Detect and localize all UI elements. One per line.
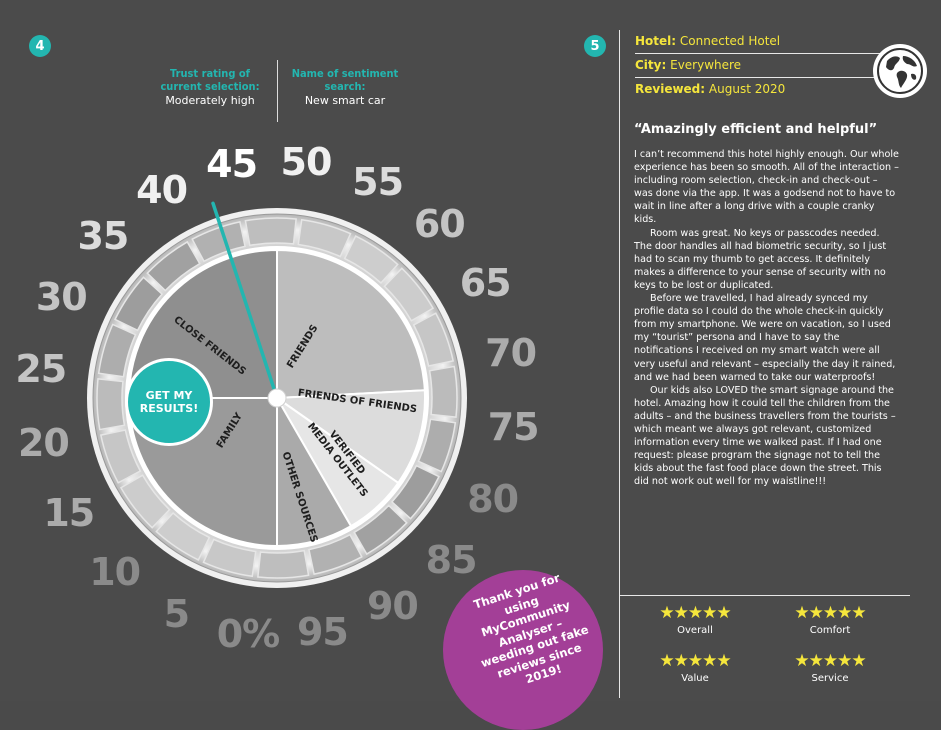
dial-segment (97, 323, 137, 378)
get-my-results-label: GET MY RESULTS! (139, 389, 199, 415)
review-headline: “Amazingly efficient and helpful” (634, 122, 878, 137)
dial-scale-label: 90 (366, 584, 419, 629)
dial-segment (99, 429, 142, 484)
dial-needle[interactable] (211, 201, 279, 400)
dial-segment (114, 276, 164, 332)
dial-segment (353, 504, 408, 556)
reviewed-label: Reviewed: (635, 82, 706, 96)
rating-label: Comfort (809, 625, 851, 636)
dial-segment (202, 538, 257, 578)
dial-scale-label: 0% (216, 612, 281, 657)
review-paragraph: Room was great. No keys or passcodes nee… (634, 227, 887, 291)
dial-segment (146, 240, 201, 292)
section-badge-5: 5 (584, 35, 606, 57)
dial-scale-label: 60 (413, 201, 466, 246)
dial-scale-label: 25 (15, 347, 67, 391)
trust-rating-block: Trust rating of current selection: Moder… (150, 67, 270, 107)
dial-segment (155, 511, 211, 561)
star-rating: ★★★★★ (659, 603, 731, 623)
dial-scale-label: 5 (163, 591, 190, 636)
rating-label: Value (681, 673, 709, 684)
infographic: 4 Trust rating of current selection: Mod… (15, 30, 927, 730)
sentiment-search-block: Name of sentiment search: New smart car (285, 67, 405, 107)
rating-label: Service (811, 673, 849, 684)
get-my-results-button[interactable]: GET MY RESULTS! (125, 358, 213, 446)
star-rating: ★★★★★ (659, 651, 731, 671)
dial-scale-label: 70 (485, 330, 537, 375)
header-divider (277, 60, 278, 122)
dial-segment (257, 549, 310, 579)
dial-scale-label: 10 (89, 550, 141, 595)
hotel-label: Hotel: (635, 34, 677, 48)
dial-scale-label: 50 (280, 139, 333, 184)
dial-scale-label: 20 (17, 421, 70, 466)
dial-segment-ring (96, 217, 458, 579)
dial-scale-label: 85 (425, 538, 478, 583)
rating-label: Overall (677, 625, 713, 636)
star-rating: ★★★★★ (794, 603, 866, 623)
dial-segment (383, 267, 435, 322)
sentiment-search-label: Name of sentiment search: (291, 67, 399, 93)
dial-segment (428, 365, 458, 418)
rating-service: ★★★★★ Service (775, 652, 885, 684)
trust-rating-value: Moderately high (165, 94, 255, 107)
dial-scale-label: 55 (352, 160, 404, 205)
dial-segment (343, 235, 399, 285)
dial-scale-label: 40 (136, 167, 188, 212)
dial-segment (191, 220, 246, 263)
dial-scale-label: 35 (77, 213, 129, 258)
hotel-name: Connected Hotel (679, 34, 781, 48)
dial-segment (119, 474, 171, 529)
hotel-row: Hotel: Connected Hotel (635, 30, 885, 54)
review-paragraph: Our kids also LOVED the smart signage ar… (634, 384, 896, 488)
section-badge-4: 4 (29, 35, 51, 57)
ratings-divider (620, 595, 910, 596)
dial-segment (297, 218, 352, 258)
star-rating: ★★★★★ (794, 651, 866, 671)
dial-segment (96, 378, 126, 431)
dial-scale-label: 95 (296, 609, 349, 654)
rating-value: ★★★★★ Value (640, 652, 750, 684)
dial-scale-label: 65 (459, 260, 512, 305)
reviewed-date: August 2020 (708, 82, 786, 96)
city-label: City: (635, 58, 667, 72)
dial-sector[interactable] (276, 248, 426, 400)
dial-scale-label: 45 (206, 142, 258, 187)
dial-sector[interactable] (274, 389, 426, 485)
globe-icon (873, 44, 927, 98)
dial-hub (267, 388, 287, 408)
dial-segment (244, 217, 297, 247)
dial-segment (412, 312, 455, 367)
rating-comfort: ★★★★★ Comfort (775, 604, 885, 636)
review-paragraph: I can’t recommend this hotel highly enou… (634, 149, 899, 226)
rating-overall: ★★★★★ Overall (640, 604, 750, 636)
sentiment-search-value: New smart car (304, 94, 386, 107)
review-paragraph: Before we travelled, I had already synce… (634, 293, 896, 383)
dial-segment (390, 464, 440, 520)
dial-scale-label: 15 (43, 491, 95, 536)
dial-segment (308, 533, 363, 576)
review-body: I can’t recommend this hotel highly enou… (634, 148, 899, 488)
dial-scale-label: 80 (467, 476, 519, 521)
dial-scale-label: 30 (35, 275, 88, 320)
dial-scale-label: 75 (487, 405, 540, 449)
reviewed-row: Reviewed: August 2020 (635, 78, 885, 101)
dial-segment (417, 418, 457, 473)
city-row: City: Everywhere (635, 54, 885, 78)
city-name: Everywhere (670, 58, 742, 72)
review-panel: Hotel: Connected Hotel City: Everywhere … (619, 30, 927, 698)
trust-rating-label: Trust rating of current selection: (160, 67, 260, 93)
